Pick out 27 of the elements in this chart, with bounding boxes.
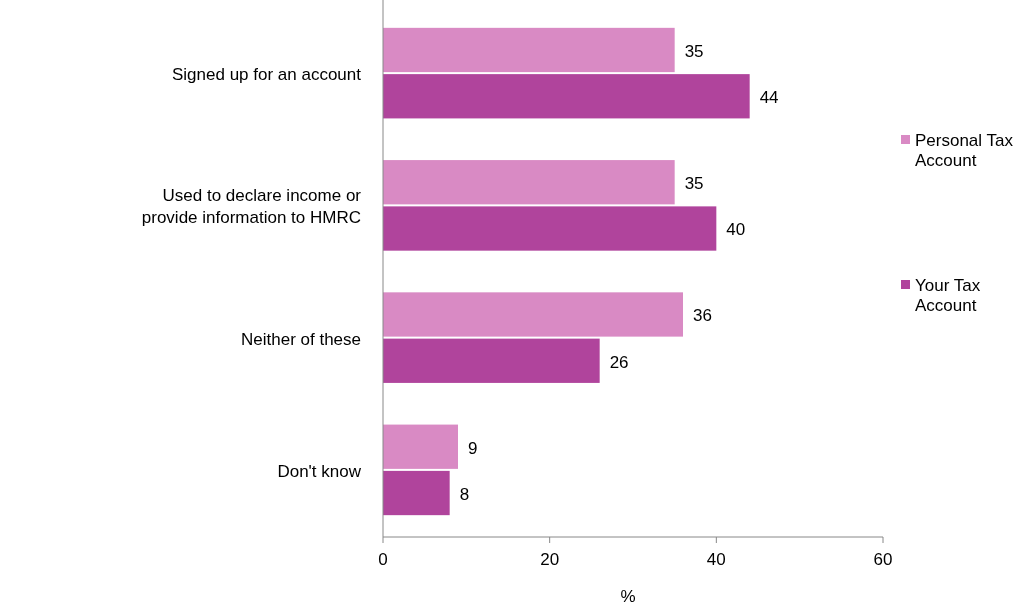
data-label: 8 bbox=[459, 484, 470, 504]
data-label: 35 bbox=[684, 174, 704, 194]
data-label: 9 bbox=[468, 438, 478, 458]
data-label: 40 bbox=[726, 220, 746, 240]
x-tick-label: 40 bbox=[706, 550, 726, 569]
bar bbox=[383, 206, 717, 251]
bar bbox=[383, 160, 675, 205]
bar bbox=[383, 292, 683, 337]
bar bbox=[383, 424, 458, 469]
y-tick-label: Don't know bbox=[277, 461, 362, 481]
bar bbox=[383, 338, 600, 383]
y-tick-label: Used to declare income or provide information to HMRC bbox=[141, 186, 362, 228]
x-tick-label: 60 bbox=[873, 550, 893, 569]
data-label: 36 bbox=[693, 306, 712, 326]
bar bbox=[383, 74, 750, 119]
x-axis-title: % bbox=[620, 587, 636, 606]
x-tick-label: 20 bbox=[540, 550, 560, 569]
data-label: 44 bbox=[759, 88, 779, 108]
data-label: 26 bbox=[609, 352, 629, 372]
legend-label: Personal Tax Account bbox=[915, 130, 1014, 170]
x-tick-label: 0 bbox=[378, 550, 388, 569]
y-tick-label: Neither of these bbox=[240, 329, 361, 349]
y-tick-label: Signed up for an account bbox=[171, 65, 362, 85]
bar bbox=[383, 27, 675, 73]
data-label: 35 bbox=[684, 41, 704, 61]
bar bbox=[383, 470, 450, 516]
legend-label: Your Tax Account bbox=[915, 275, 981, 315]
